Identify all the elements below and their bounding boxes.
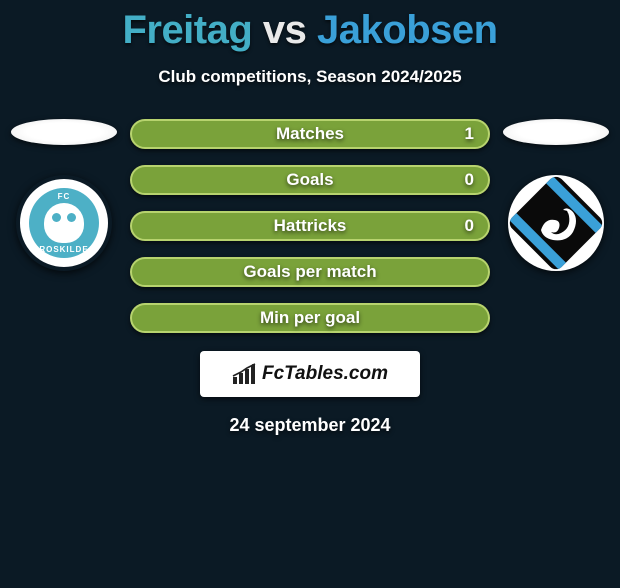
stat-row: Matches 1 xyxy=(130,119,490,149)
page-title: Freitag vs Jakobsen xyxy=(0,8,620,53)
stat-label: Goals xyxy=(286,170,333,190)
left-club-badge: FC ROSKILDE xyxy=(16,175,112,271)
watermark-text: FcTables.com xyxy=(262,363,388,385)
watermark: FcTables.com xyxy=(200,351,420,397)
stat-label: Goals per match xyxy=(243,262,376,282)
title-vs: vs xyxy=(252,8,317,52)
swan-icon xyxy=(521,188,591,258)
left-player-placeholder xyxy=(11,119,117,145)
stat-label: Min per goal xyxy=(260,308,360,328)
right-side xyxy=(496,119,616,271)
stats-column: Matches 1 Goals 0 Hattricks 0 Goals per match M… xyxy=(124,119,496,333)
roskilde-text-bottom: ROSKILDE xyxy=(39,245,88,254)
roskilde-badge-inner: FC ROSKILDE xyxy=(29,188,99,258)
koge-diamond xyxy=(508,175,604,271)
eagle-icon xyxy=(44,203,84,243)
right-club-badge xyxy=(508,175,604,271)
bars-icon xyxy=(232,363,258,385)
subtitle: Club competitions, Season 2024/2025 xyxy=(0,67,620,87)
stat-left-value xyxy=(132,167,310,193)
stat-row: Min per goal xyxy=(130,303,490,333)
stat-label: Hattricks xyxy=(274,216,347,236)
roskilde-text-top: FC xyxy=(58,192,71,201)
stat-row: Goals 0 xyxy=(130,165,490,195)
title-left: Freitag xyxy=(122,8,252,52)
left-side: FC ROSKILDE xyxy=(4,119,124,271)
stat-right-value: 0 xyxy=(310,167,488,193)
stat-right-value-text: 0 xyxy=(465,216,474,236)
stat-right-value-text: 1 xyxy=(465,124,474,144)
stat-label: Matches xyxy=(276,124,344,144)
comparison-body: FC ROSKILDE Matches1Goals0Hattricks0Goal… xyxy=(0,119,620,333)
stat-right-value-text: 0 xyxy=(465,170,474,190)
right-player-placeholder xyxy=(503,119,609,145)
title-right: Jakobsen xyxy=(317,8,498,52)
date-text: 24 september 2024 xyxy=(0,415,620,436)
stat-row: Hattricks 0 xyxy=(130,211,490,241)
stat-row: Goals per match xyxy=(130,257,490,287)
